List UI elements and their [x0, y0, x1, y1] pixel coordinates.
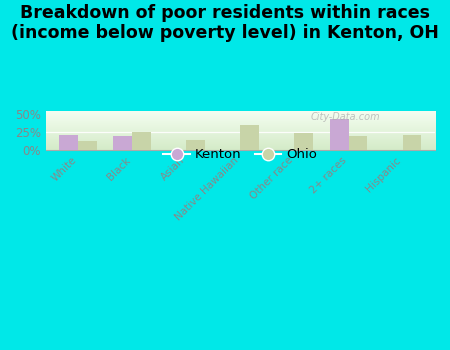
Bar — [294, 133, 313, 150]
Bar — [78, 141, 97, 150]
Bar — [59, 135, 78, 150]
Bar — [403, 135, 422, 150]
Bar — [348, 136, 368, 150]
Bar — [132, 132, 151, 150]
Bar — [240, 125, 259, 150]
Bar — [186, 140, 205, 150]
Text: City-Data.com: City-Data.com — [310, 112, 380, 122]
Legend: Kenton, Ohio: Kenton, Ohio — [158, 143, 323, 167]
Bar — [329, 119, 348, 150]
Bar — [113, 136, 132, 150]
Text: Breakdown of poor residents within races
(income below poverty level) in Kenton,: Breakdown of poor residents within races… — [11, 4, 439, 42]
